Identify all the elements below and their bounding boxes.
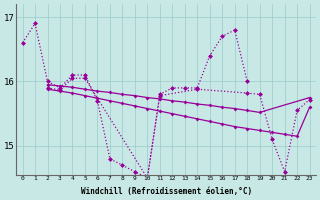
X-axis label: Windchill (Refroidissement éolien,°C): Windchill (Refroidissement éolien,°C)	[81, 187, 252, 196]
